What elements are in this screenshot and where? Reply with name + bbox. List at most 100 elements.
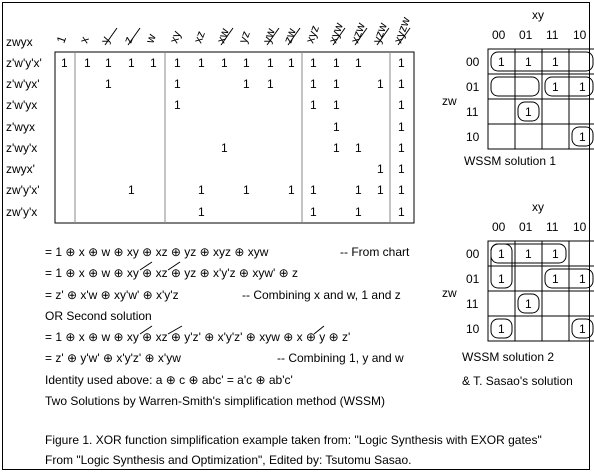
chart-cell-one: 1 — [221, 56, 228, 70]
chart-cell-one: 1 — [310, 205, 317, 219]
chart-cell-one: 1 — [310, 56, 317, 70]
chart-column-header-x: x — [77, 35, 92, 45]
chart-cell-one: 1 — [128, 56, 135, 70]
chart-cell-one: 1 — [333, 77, 340, 91]
kmap-2-cell-one: 1 — [579, 272, 586, 286]
kmap-2-cell-one: 1 — [552, 272, 559, 286]
kmap-1-cell-one: 1 — [498, 55, 505, 69]
chart-cell-one: 1 — [243, 77, 250, 91]
kmap-2-col-code: 00 — [492, 220, 506, 234]
kmap-2-loop-06 — [490, 318, 513, 339]
kmap-1-loop-04 — [571, 126, 594, 147]
kmap-1-col-code: 11 — [546, 28, 559, 42]
kmap-1-cell-one: 1 — [579, 130, 586, 144]
chart-column-strike-zw — [287, 27, 301, 46]
kmap-2-row-code: 11 — [466, 297, 479, 311]
chart-column-header-yzw: yzw — [370, 21, 390, 46]
chart-column-strike-z — [127, 27, 141, 46]
chart-row-label: z'wy'x — [6, 141, 37, 155]
kmap-2-cell-one: 1 — [498, 272, 505, 286]
kmap-2-xy-label: xy — [532, 200, 544, 214]
chart-cell-one: 1 — [150, 56, 157, 70]
chart-column-header-yw: yw — [260, 26, 278, 45]
chart-cell-one: 1 — [243, 56, 250, 70]
equation-note-3: -- Combining x and w, 1 and z — [242, 288, 401, 302]
chart-column-strike-yw — [266, 27, 280, 46]
kmap-1-col-code: 01 — [519, 28, 533, 42]
kmap-1-loop-03 — [517, 101, 540, 122]
chart-cell-one: 1 — [333, 98, 340, 112]
kmap-1-col-code: 10 — [573, 28, 587, 42]
chart-cell-one: 1 — [105, 77, 112, 91]
chart-cell-one: 1 — [174, 98, 181, 112]
chart-cell-one: 1 — [398, 205, 405, 219]
strike-x-2 — [313, 325, 325, 335]
chart-column-header-1: 1 — [54, 34, 70, 45]
chart-cell-one: 1 — [243, 183, 250, 197]
kmap-2-cell-one: 1 — [498, 322, 505, 336]
kmap-2-zw-label: zw — [442, 286, 457, 300]
chart-cell-one: 1 — [398, 77, 405, 91]
equation-line-6: = z' ⊕ y'w' ⊕ x'y'z' ⊕ x'yw — [45, 351, 181, 365]
kmap-2-loop-04 — [517, 293, 540, 314]
chart-cell-one: 1 — [267, 77, 274, 91]
kmap-2-loop-row00 — [490, 243, 567, 264]
chart-cell-one: 1 — [267, 56, 274, 70]
chart-cell-one: 1 — [128, 183, 135, 197]
kmap-2-cell-one: 1 — [525, 247, 532, 261]
chart-cell-one: 1 — [398, 98, 405, 112]
chart-cell-one: 1 — [310, 98, 317, 112]
chart-cell-one: 1 — [174, 77, 181, 91]
kmap-1-loop-01 — [490, 76, 540, 97]
chart-cell-one: 1 — [377, 77, 384, 91]
kmap-2-col-code: 01 — [519, 220, 533, 234]
kmap-1-cell-one: 1 — [579, 80, 586, 94]
kmap-1-row-code: 00 — [466, 55, 480, 69]
kmap-1-cell-one: 1 — [525, 55, 532, 69]
strike-yz-1 — [167, 261, 181, 271]
kmap-1-xy-label: xy — [532, 8, 544, 22]
chart-cell-one: 1 — [398, 56, 405, 70]
chart-column-header-zw: zw — [281, 26, 299, 45]
chart-cell-one: 1 — [198, 56, 205, 70]
equation-line-8: Two Solutions by Warren-Smith's simplifi… — [45, 394, 385, 408]
kmap-1-caption: WSSM solution 1 — [464, 154, 557, 168]
kmap-2-cell-one: 1 — [552, 247, 559, 261]
chart-cell-one: 1 — [61, 56, 68, 70]
kmap-1-row-code: 11 — [466, 105, 479, 119]
chart-column-strike-xyzw — [397, 27, 411, 46]
chart-cell-one: 1 — [174, 56, 181, 70]
kmap-1-cell-one: 1 — [552, 55, 559, 69]
figure-caption-line-2: From "Logic Synthesis and Optimization",… — [45, 453, 412, 467]
kmap-1-loop-02 — [544, 76, 594, 97]
kmap-2-cell-one: 1 — [498, 247, 505, 261]
chart-column-header-yz: yz — [236, 29, 253, 45]
equation-line-1: = 1 ⊕ x ⊕ w ⊕ xy ⊕ xz ⊕ yz ⊕ xyz ⊕ xyw — [45, 245, 269, 259]
kmap-1-row-code: 10 — [466, 130, 480, 144]
kmap-2-row-code: 10 — [466, 322, 480, 336]
chart-cell-one: 1 — [288, 56, 295, 70]
kmap-2-col-code: 10 — [573, 220, 587, 234]
chart-table-border — [54, 51, 415, 224]
figure-frame — [2, 2, 590, 470]
chart-column-header-xyw: xyw — [326, 21, 346, 46]
chart-cell-one: 1 — [198, 205, 205, 219]
chart-cell-one: 1 — [377, 183, 384, 197]
chart-row-label: z'w'yx' — [6, 77, 40, 91]
figure-caption-line-1: Figure 1. XOR function simplification ex… — [45, 433, 542, 447]
chart-cell-one: 1 — [333, 56, 340, 70]
chart-column-header-xz: xz — [191, 29, 208, 45]
kmap-2-col-code: 11 — [546, 220, 559, 234]
equation-line-5: = 1 ⊕ x ⊕ w ⊕ xy ⊕ xz ⊕ y'z' ⊕ x'y'z' ⊕ … — [45, 330, 351, 344]
strike-xz-2 — [139, 325, 153, 335]
chart-cell-one: 1 — [398, 162, 405, 176]
chart-row-label: zw'y'x' — [6, 183, 40, 197]
chart-cell-one: 1 — [377, 162, 384, 176]
kmap-2-loop-05 — [571, 318, 594, 339]
chart-cell-one: 1 — [198, 183, 205, 197]
chart-cell-one: 1 — [84, 56, 91, 70]
chart-column-header-xyz: xyz — [303, 23, 322, 45]
kmap-2-row-code: 00 — [466, 247, 480, 261]
strike-yz-2 — [167, 325, 183, 335]
